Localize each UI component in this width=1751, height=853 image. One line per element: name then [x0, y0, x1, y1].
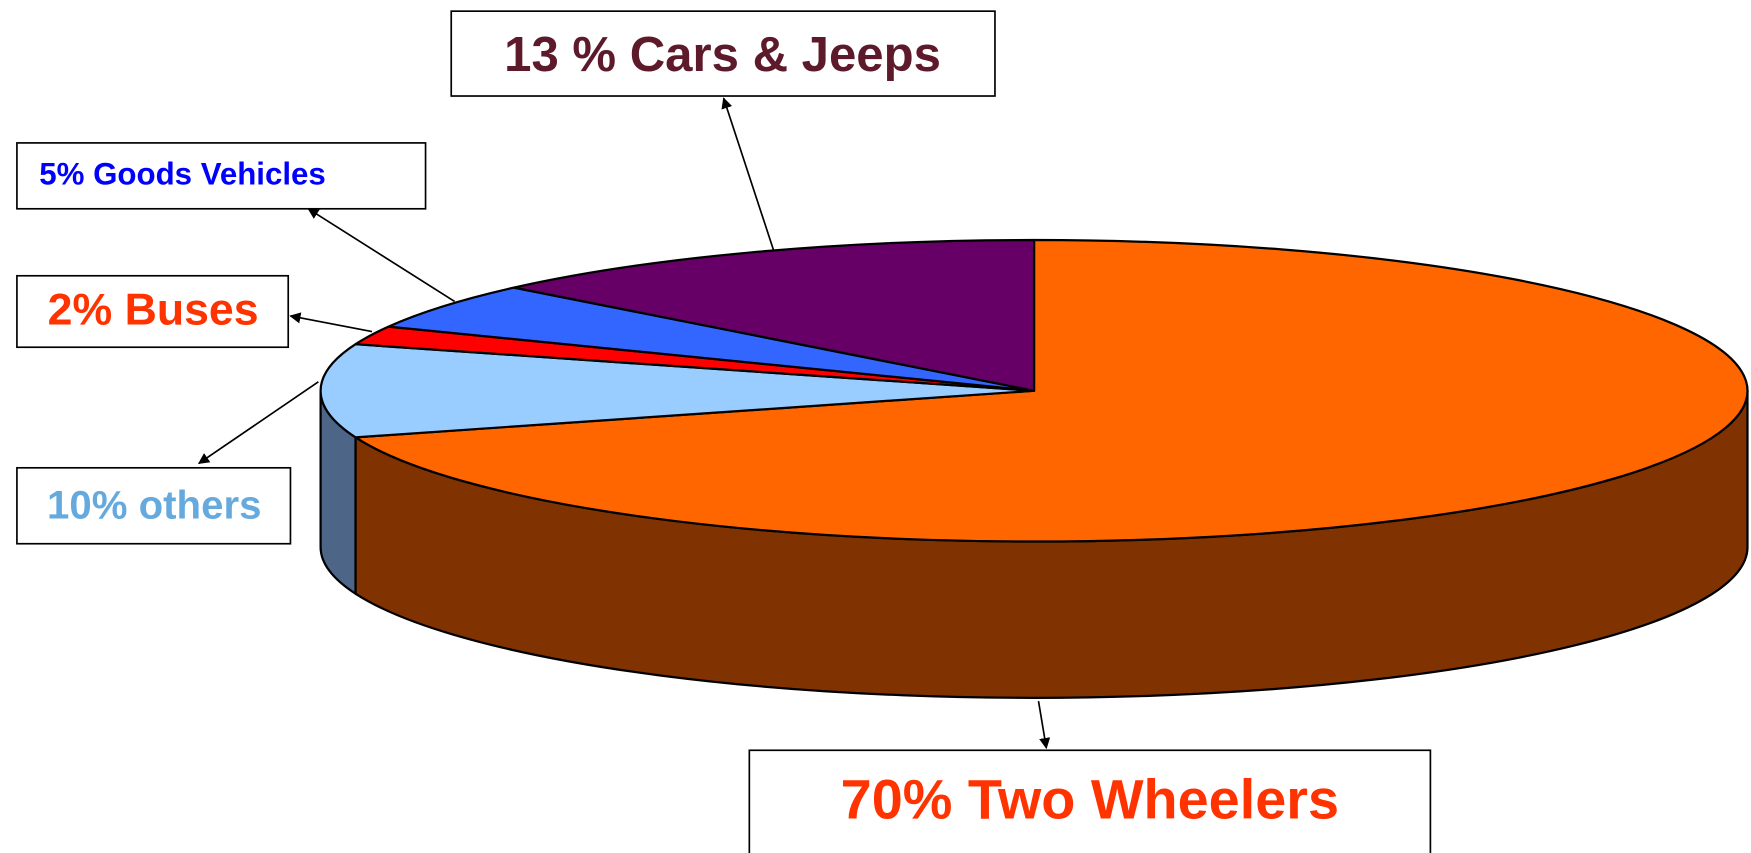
slice — [354, 238, 1749, 543]
leader-arrow — [307, 208, 456, 303]
leader-arrow — [197, 381, 319, 465]
label-box — [16, 466, 292, 545]
leader-arrow — [289, 312, 373, 333]
data-label: 10% others — [47, 483, 261, 528]
label-box — [16, 274, 290, 349]
label-box — [16, 142, 427, 210]
slice — [387, 286, 1036, 392]
label-box — [450, 10, 996, 97]
slice — [512, 238, 1036, 392]
leader-arrow — [1037, 701, 1051, 750]
data-label: 13 % Cars & Jeeps — [504, 28, 941, 82]
data-label: 5% Goods Vehicles — [39, 157, 326, 192]
data-label: 2% Buses — [48, 285, 259, 334]
label-box — [748, 749, 1432, 853]
leader-arrow — [721, 97, 775, 252]
data-label: 70% Two Wheelers — [841, 768, 1339, 831]
slice — [319, 343, 1036, 439]
